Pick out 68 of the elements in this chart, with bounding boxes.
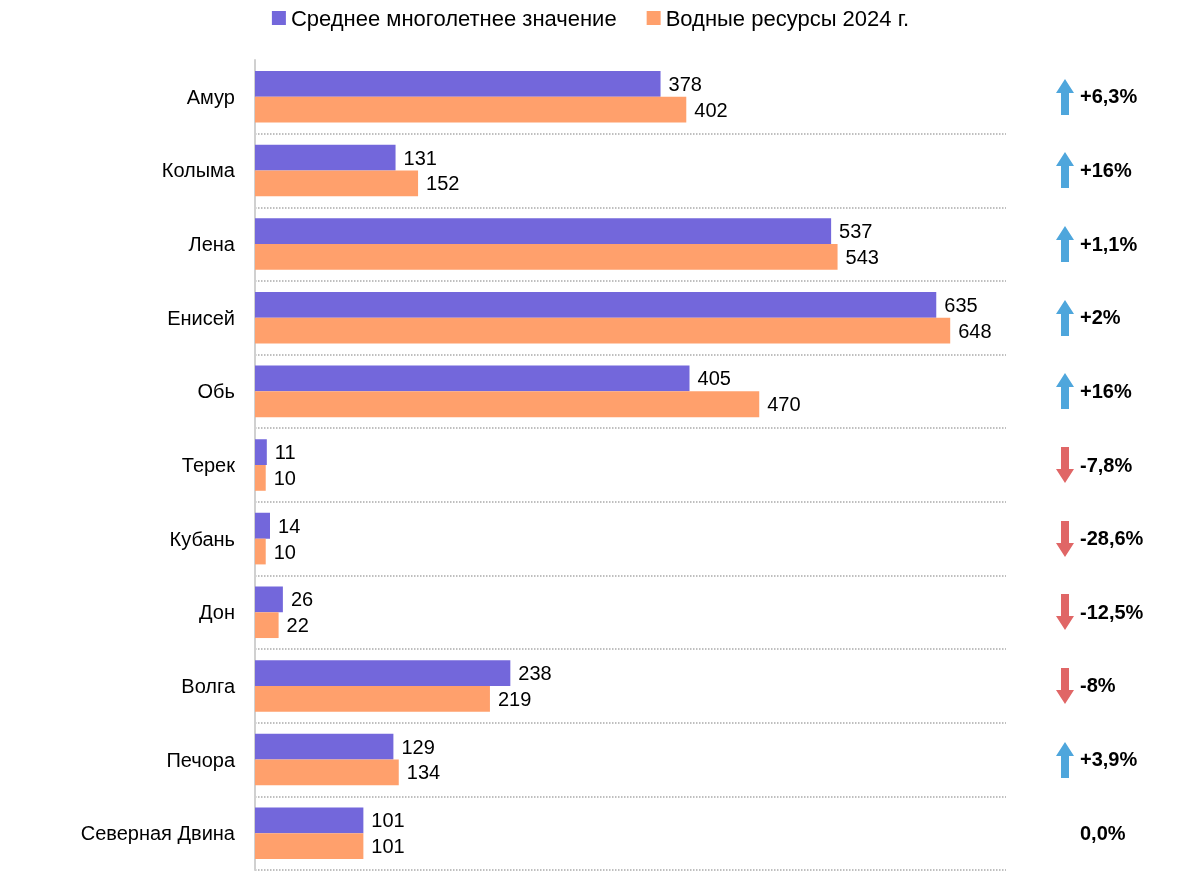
text: -7,8% xyxy=(1080,453,1133,477)
text: -8% xyxy=(1080,674,1116,698)
text: +1,1% xyxy=(1080,232,1138,256)
bar xyxy=(255,465,266,491)
text: -12,5% xyxy=(1080,600,1144,624)
data-label: 129 xyxy=(401,735,435,758)
bar xyxy=(255,512,271,539)
data-label: 219 xyxy=(497,687,532,710)
data-label: 10 xyxy=(273,466,296,489)
data-label: 131 xyxy=(403,146,437,169)
y-tick-label: Лена xyxy=(188,233,236,256)
data-label: 470 xyxy=(767,393,801,416)
y-tick-label: Дон xyxy=(199,601,235,624)
data-label: 635 xyxy=(944,293,978,316)
data-label: 11 xyxy=(274,441,296,464)
y-tick-label: Северная Двина xyxy=(80,822,236,845)
data-label: 543 xyxy=(845,245,879,268)
bar xyxy=(255,391,760,418)
bar xyxy=(255,538,266,565)
data-label: 14 xyxy=(278,514,301,537)
data-label: 378 xyxy=(668,72,702,95)
bar xyxy=(255,170,419,197)
data-label: 405 xyxy=(697,367,731,390)
data-label: 101 xyxy=(371,835,405,858)
bar xyxy=(255,317,951,344)
text: +3,9% xyxy=(1080,748,1138,772)
bar xyxy=(255,218,832,245)
y-tick-label: Печора xyxy=(166,748,236,771)
data-label: 648 xyxy=(958,319,992,342)
data-label: 152 xyxy=(426,172,460,195)
data-label: 101 xyxy=(371,809,405,832)
bar xyxy=(255,71,661,97)
bar xyxy=(255,733,394,760)
data-label: 22 xyxy=(286,614,309,637)
bar xyxy=(255,96,687,123)
y-tick-label: Кубань xyxy=(169,527,235,550)
bar xyxy=(255,586,283,613)
data-label: 402 xyxy=(694,98,728,121)
bar xyxy=(255,807,364,834)
data-label: 537 xyxy=(839,220,873,243)
bar xyxy=(255,244,838,270)
y-tick-label: Колыма xyxy=(161,159,236,182)
text: +6,3% xyxy=(1080,85,1138,109)
y-tick-label: Обь xyxy=(197,380,235,403)
bar xyxy=(255,660,511,686)
bar xyxy=(255,365,690,392)
data-label: 26 xyxy=(290,588,314,611)
text: +2% xyxy=(1080,306,1121,330)
bar xyxy=(255,144,396,171)
bar xyxy=(255,833,364,859)
data-label: 238 xyxy=(518,662,552,685)
y-tick-label: Волга xyxy=(181,674,236,697)
text: -28,6% xyxy=(1080,527,1144,551)
y-tick-label: Енисей xyxy=(167,306,235,329)
y-tick-label: Амур xyxy=(186,85,235,108)
text: +16% xyxy=(1080,158,1132,182)
data-label: 134 xyxy=(406,761,441,784)
text: 0,0% xyxy=(1080,821,1126,845)
y-tick-label: Терек xyxy=(181,454,236,476)
bar xyxy=(255,291,937,318)
bar xyxy=(255,759,399,786)
legend-label: Водные ресурсы 2024 г. xyxy=(665,5,910,31)
bar xyxy=(255,439,267,465)
bar xyxy=(255,612,279,639)
text: +16% xyxy=(1080,379,1132,403)
data-label: 10 xyxy=(273,540,296,563)
legend-label: Среднее многолетнее значение xyxy=(290,5,617,31)
bar xyxy=(255,685,490,712)
